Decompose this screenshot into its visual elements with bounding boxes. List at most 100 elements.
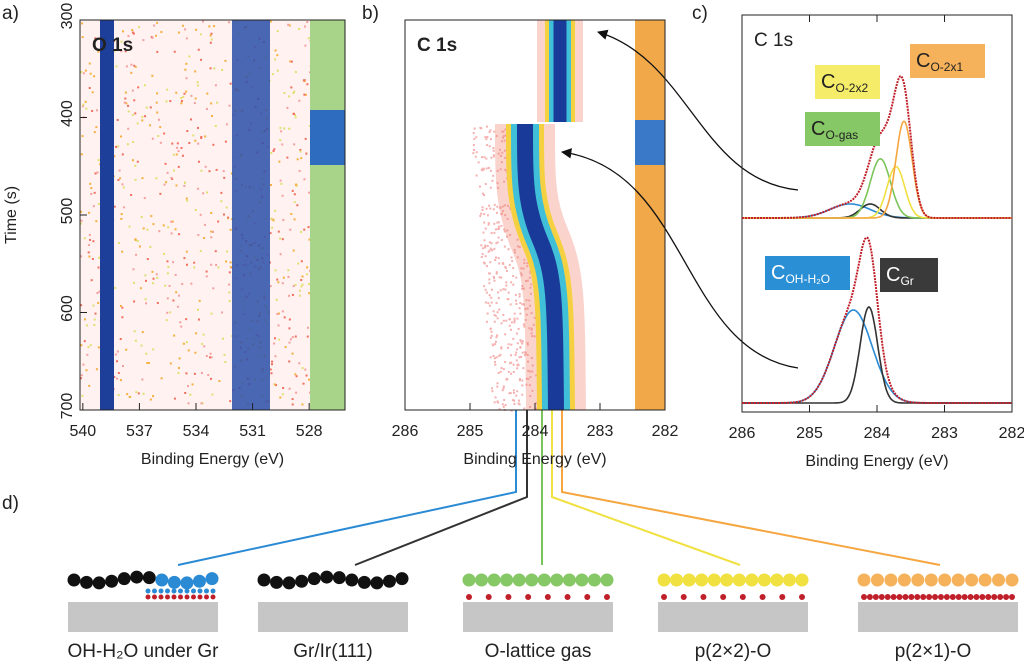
speckle	[507, 370, 510, 373]
speckle	[277, 230, 280, 233]
speckle	[293, 218, 296, 221]
atom	[965, 573, 979, 587]
atom	[720, 594, 727, 600]
speckle	[519, 340, 522, 343]
speckle	[529, 376, 532, 379]
speckle	[521, 303, 524, 306]
atom	[932, 594, 939, 600]
speckle	[525, 377, 528, 380]
speckle	[131, 29, 134, 32]
speckle	[160, 31, 163, 34]
component-peak	[742, 309, 1012, 404]
speckle	[518, 295, 521, 298]
speckle	[500, 276, 503, 279]
speckle	[498, 308, 501, 311]
speckle	[518, 378, 521, 381]
speckle	[166, 311, 169, 314]
speckle	[185, 318, 188, 321]
speckle	[302, 382, 305, 385]
speckle	[509, 362, 512, 365]
speckle	[204, 223, 207, 226]
speckle	[521, 284, 524, 287]
speckle	[221, 337, 224, 340]
speckle	[149, 106, 152, 109]
speckle	[141, 378, 144, 381]
speckle	[176, 142, 179, 145]
atom	[485, 594, 492, 600]
panel-label: a)	[2, 3, 19, 24]
atom	[973, 594, 980, 600]
atom	[745, 573, 759, 587]
speckle	[499, 168, 502, 171]
x-axis-label: Binding Energy (eV)	[805, 453, 948, 470]
speckle	[288, 95, 291, 98]
atom	[896, 594, 903, 600]
speckle	[535, 374, 538, 377]
speckle	[493, 231, 496, 234]
speckle	[88, 62, 91, 65]
speckle	[270, 372, 273, 375]
speckle	[519, 355, 522, 358]
speckle	[295, 183, 298, 186]
speckle	[175, 91, 178, 94]
atom	[475, 573, 489, 587]
speckle	[508, 392, 511, 395]
arrow	[560, 148, 799, 369]
speckle	[96, 292, 99, 295]
speckle	[520, 267, 523, 270]
speckle	[524, 318, 527, 321]
speckle	[289, 60, 292, 63]
speckle	[90, 192, 93, 195]
speckle	[502, 288, 505, 291]
speckle	[291, 352, 294, 355]
speckle	[291, 293, 294, 296]
speckle	[152, 282, 155, 285]
speckle	[519, 272, 522, 275]
speckle	[488, 249, 491, 252]
speckle	[301, 367, 304, 370]
speckle	[524, 280, 527, 283]
speckle	[182, 342, 185, 345]
speckle	[528, 327, 531, 330]
speckle	[124, 97, 127, 100]
speckle	[210, 236, 213, 239]
atom	[210, 594, 216, 600]
speckle	[500, 367, 503, 370]
x-tick-label: 283	[931, 425, 958, 442]
speckle	[271, 226, 274, 229]
speckle	[481, 209, 484, 212]
speckle	[225, 206, 228, 209]
speckle	[212, 230, 215, 233]
speckle	[306, 21, 309, 24]
speckle	[522, 267, 525, 270]
speckle	[115, 65, 118, 68]
speckle	[166, 171, 169, 174]
speckle	[504, 333, 507, 336]
speckle	[307, 37, 310, 40]
atom	[870, 573, 884, 587]
speckle	[91, 257, 94, 260]
speckle	[481, 253, 484, 256]
speckle	[500, 140, 503, 143]
atom	[462, 573, 476, 587]
speckle	[174, 273, 177, 276]
speckle	[125, 348, 128, 351]
speckle	[121, 306, 124, 309]
speckle	[300, 231, 303, 234]
speckle	[201, 342, 204, 345]
speckle	[279, 237, 282, 240]
speckle	[95, 220, 98, 223]
speckle	[188, 142, 191, 145]
speckle	[294, 373, 297, 376]
speckle	[489, 327, 492, 330]
speckle	[288, 387, 291, 390]
speckle	[287, 23, 290, 26]
speckle	[146, 258, 149, 261]
speckle	[147, 362, 150, 365]
speckle	[187, 349, 190, 352]
speckle	[164, 162, 167, 165]
speckle	[518, 293, 521, 296]
speckle	[230, 172, 233, 175]
speckle	[490, 387, 493, 390]
